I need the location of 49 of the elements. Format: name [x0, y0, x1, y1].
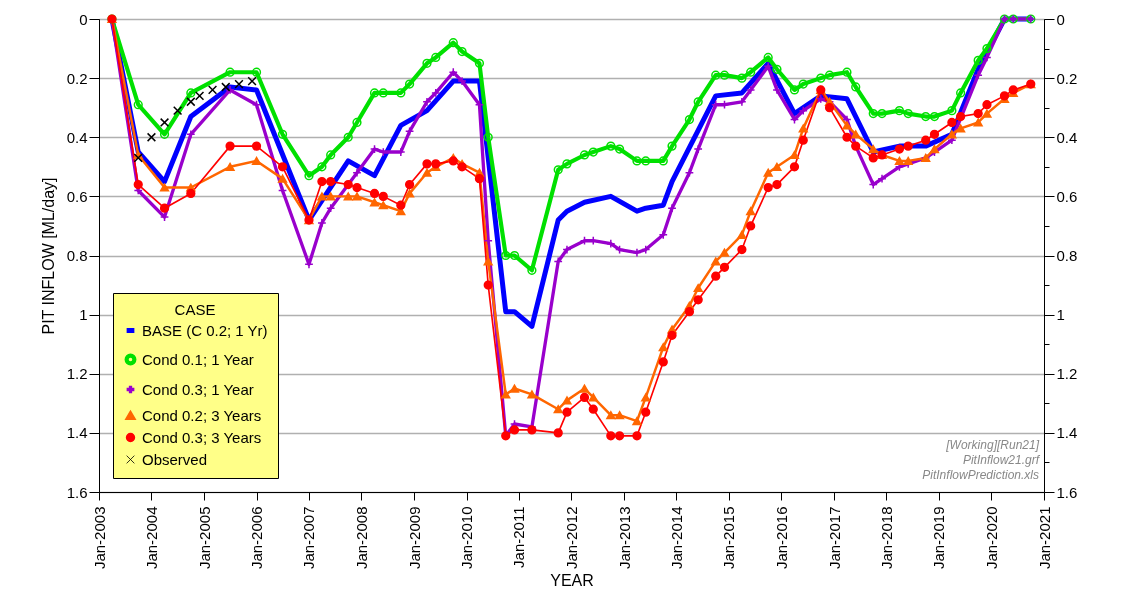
legend-label: Cond 0.2; 3 Years — [142, 406, 262, 424]
y-tick-label: 1.6 — [66, 483, 88, 501]
x-tick-label: Jan-2015 — [720, 506, 738, 570]
x-tick-label: Jan-2021 — [1035, 506, 1053, 570]
annotation: PitInflow21.grf — [962, 453, 1041, 467]
x-tick-label: Jan-2012 — [562, 506, 580, 570]
y-tick-label: 0 — [79, 10, 88, 28]
annotation: [Working][Run21] — [945, 438, 1040, 452]
legend-label: Observed — [142, 450, 208, 468]
x-tick-label: Jan-2017 — [825, 506, 843, 570]
x-tick-label: Jan-2020 — [982, 506, 1000, 570]
y-tick-label: 0.6 — [66, 187, 88, 205]
y-tick-label: 0.8 — [66, 247, 88, 264]
y2-tick-label: 1 — [1056, 306, 1065, 324]
y-tick-label: 1.4 — [66, 424, 88, 442]
x-tick-label: Jan-2005 — [195, 506, 213, 570]
x-tick-label: Jan-2019 — [930, 506, 948, 570]
x-tick-label: Jan-2006 — [248, 506, 266, 570]
y-axis-title: PIT INFLOW [ML/day] — [39, 177, 57, 335]
x-tick-label: Jan-2014 — [667, 506, 685, 570]
x-tick-label: Jan-2004 — [142, 506, 160, 570]
x-tick-label: Jan-2007 — [300, 506, 318, 570]
y2-tick-label: 0.4 — [1056, 128, 1078, 146]
y-tick-label: 1.2 — [66, 365, 88, 383]
x-axis-title: YEAR — [550, 572, 594, 590]
y2-tick-label: 1.4 — [1056, 424, 1078, 442]
x-tick-label: Jan-2011 — [510, 506, 528, 568]
x-tick-label: Jan-2013 — [615, 506, 633, 570]
x-tick-label: Jan-2008 — [352, 506, 370, 570]
x-tick-label: Jan-2010 — [458, 506, 476, 570]
legend-label: Cond 0.3; 3 Years — [142, 428, 262, 446]
legend-label: Cond 0.3; 1 Year — [142, 380, 254, 398]
y2-tick-label: 1.6 — [1056, 483, 1078, 501]
y-tick-label: 0.2 — [66, 69, 88, 87]
x-tick-label: Jan-2003 — [90, 506, 108, 570]
legend-title: CASE — [174, 301, 216, 318]
y2-tick-label: 0.2 — [1056, 69, 1078, 87]
legend-label: BASE (C 0.2; 1 Yr) — [142, 321, 268, 339]
y2-tick-label: 0.8 — [1056, 247, 1078, 264]
y2-tick-label: 0.6 — [1056, 187, 1078, 205]
x-tick-label: Jan-2018 — [877, 506, 895, 570]
x-tick-label: Jan-2009 — [405, 506, 423, 570]
annotation: PitInflowPrediction.xls — [922, 468, 1039, 482]
x-tick-label: Jan-2016 — [772, 506, 790, 570]
y2-tick-label: 0 — [1056, 10, 1065, 28]
y2-tick-label: 1.2 — [1056, 365, 1078, 383]
y-tick-label: 1 — [79, 306, 88, 324]
legend-label: Cond 0.1; 1 Year — [142, 350, 254, 368]
y-tick-label: 0.4 — [66, 128, 88, 146]
